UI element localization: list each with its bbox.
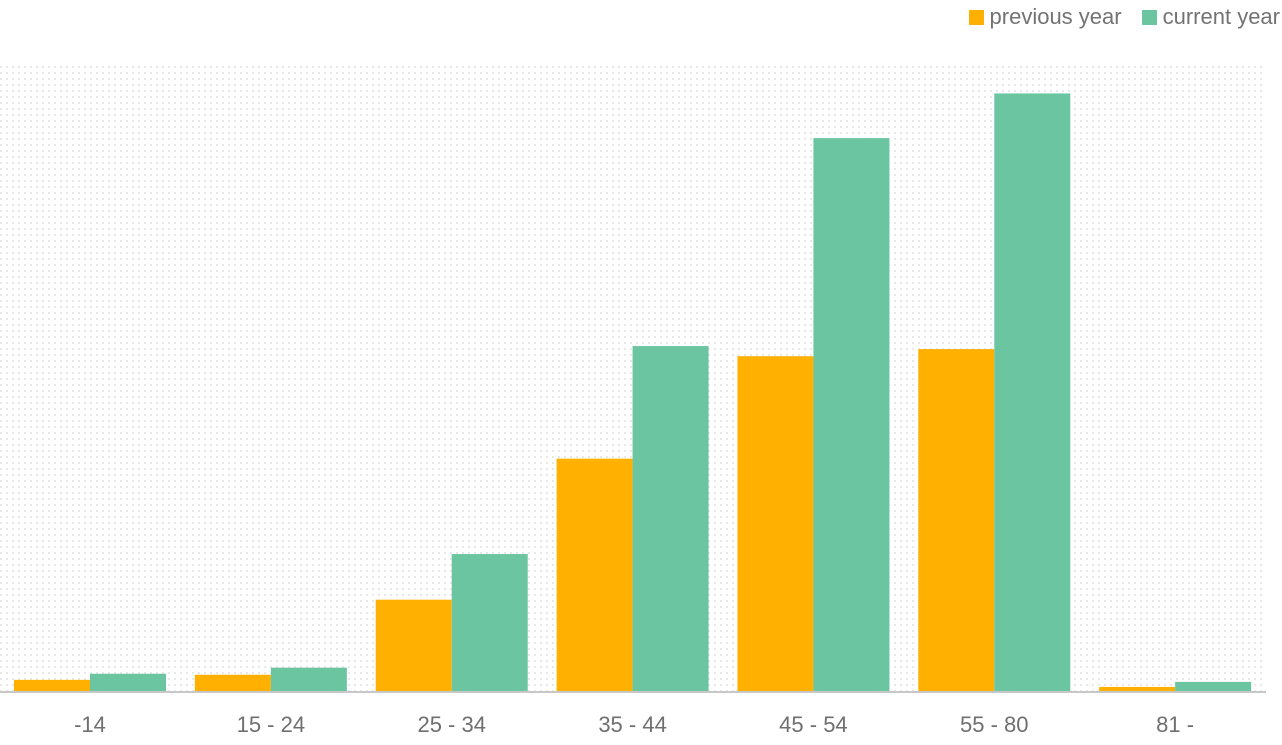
bar-current-year-6 bbox=[1175, 681, 1252, 691]
legend-item-current-year: current year bbox=[1141, 4, 1280, 30]
x-tick-label: 81 - bbox=[1156, 712, 1194, 737]
bar-previous-year-6 bbox=[1099, 686, 1176, 691]
x-tick-label: -14 bbox=[74, 712, 106, 737]
bar-current-year-4 bbox=[813, 138, 890, 691]
x-tick-label: 45 - 54 bbox=[779, 712, 848, 737]
bar-current-year-2 bbox=[451, 554, 528, 691]
legend-label-current-year: current year bbox=[1162, 4, 1280, 29]
bar-previous-year-5 bbox=[918, 349, 995, 691]
x-tick-label: 55 - 80 bbox=[960, 712, 1029, 737]
x-tick-label: 25 - 34 bbox=[417, 712, 486, 737]
legend-swatch-previous-year bbox=[968, 9, 984, 25]
x-tick-label: 15 - 24 bbox=[237, 712, 306, 737]
bar-previous-year-4 bbox=[737, 356, 814, 691]
bar-previous-year-0 bbox=[14, 679, 90, 691]
legend-label-previous-year: previous year bbox=[989, 4, 1122, 29]
bar-current-year-5 bbox=[994, 93, 1071, 691]
bar-previous-year-1 bbox=[194, 674, 271, 691]
legend-item-previous-year: previous year bbox=[968, 4, 1122, 30]
bar-previous-year-2 bbox=[375, 599, 452, 691]
chart-legend: previous year current year bbox=[949, 4, 1280, 30]
bar-previous-year-3 bbox=[556, 458, 633, 691]
bar-current-year-1 bbox=[270, 667, 347, 691]
x-tick-label: 35 - 44 bbox=[598, 712, 667, 737]
bar-current-year-3 bbox=[632, 346, 709, 691]
legend-swatch-current-year bbox=[1141, 9, 1157, 25]
bar-current-year-0 bbox=[90, 673, 166, 691]
